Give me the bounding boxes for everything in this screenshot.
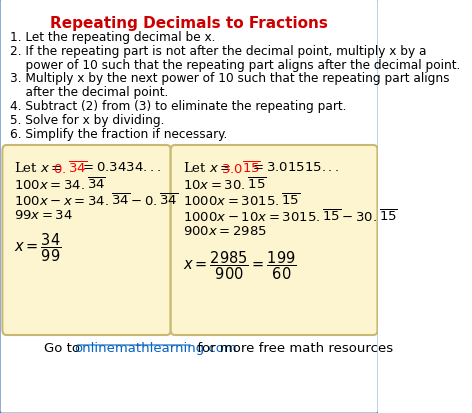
Text: $900x = 2985$: $900x = 2985$ bbox=[183, 224, 267, 237]
Text: $= 3.01515...$: $= 3.01515...$ bbox=[250, 161, 339, 173]
Text: 1. Let the repeating decimal be x.: 1. Let the repeating decimal be x. bbox=[9, 31, 215, 44]
FancyBboxPatch shape bbox=[0, 0, 379, 413]
Text: 5. Solve for x by dividing.: 5. Solve for x by dividing. bbox=[9, 114, 164, 126]
Text: $1000x - 10x = 3015.\overline{15} - 30.\overline{15}$: $1000x - 10x = 3015.\overline{15} - 30.\… bbox=[183, 209, 397, 225]
Text: $99x = 34$: $99x = 34$ bbox=[15, 209, 74, 221]
Text: for more free math resources: for more free math resources bbox=[193, 341, 393, 354]
Text: power of 10 such that the repeating part aligns after the decimal point.: power of 10 such that the repeating part… bbox=[9, 59, 460, 71]
Text: $100x = 34.\overline{34}$: $100x = 34.\overline{34}$ bbox=[15, 177, 106, 193]
Text: Let $x = $: Let $x = $ bbox=[183, 161, 231, 175]
Text: $3.0\overline{15}$: $3.0\overline{15}$ bbox=[221, 161, 261, 177]
FancyBboxPatch shape bbox=[171, 146, 378, 335]
Text: Go to: Go to bbox=[44, 341, 84, 354]
Text: $x = \dfrac{34}{99}$: $x = \dfrac{34}{99}$ bbox=[15, 230, 62, 263]
Text: $0.\overline{34}$: $0.\overline{34}$ bbox=[53, 161, 87, 177]
Text: $100x - x = 34.\overline{34} - 0.\overline{34}$: $100x - x = 34.\overline{34} - 0.\overli… bbox=[15, 192, 179, 209]
Text: $= 0.3434...$: $= 0.3434...$ bbox=[80, 161, 161, 173]
Text: 4. Subtract (2) from (3) to eliminate the repeating part.: 4. Subtract (2) from (3) to eliminate th… bbox=[9, 100, 346, 113]
FancyBboxPatch shape bbox=[2, 146, 171, 335]
Text: $1000x = 3015.\overline{15}$: $1000x = 3015.\overline{15}$ bbox=[183, 192, 300, 209]
Text: 2. If the repeating part is not after the decimal point, multiply x by a: 2. If the repeating part is not after th… bbox=[9, 45, 426, 58]
Text: Let $x = $: Let $x = $ bbox=[15, 161, 63, 175]
Text: $10x = 30.\overline{15}$: $10x = 30.\overline{15}$ bbox=[183, 177, 266, 193]
Text: 3. Multiply x by the next power of 10 such that the repeating part aligns: 3. Multiply x by the next power of 10 su… bbox=[9, 72, 449, 85]
Text: $x = \dfrac{2985}{900} = \dfrac{199}{60}$: $x = \dfrac{2985}{900} = \dfrac{199}{60}… bbox=[183, 248, 296, 281]
Text: after the decimal point.: after the decimal point. bbox=[9, 86, 168, 99]
Text: 6. Simplify the fraction if necessary.: 6. Simplify the fraction if necessary. bbox=[9, 127, 227, 140]
Text: Repeating Decimals to Fractions: Repeating Decimals to Fractions bbox=[50, 16, 328, 31]
Text: onlinemathlearning.com: onlinemathlearning.com bbox=[75, 341, 237, 354]
